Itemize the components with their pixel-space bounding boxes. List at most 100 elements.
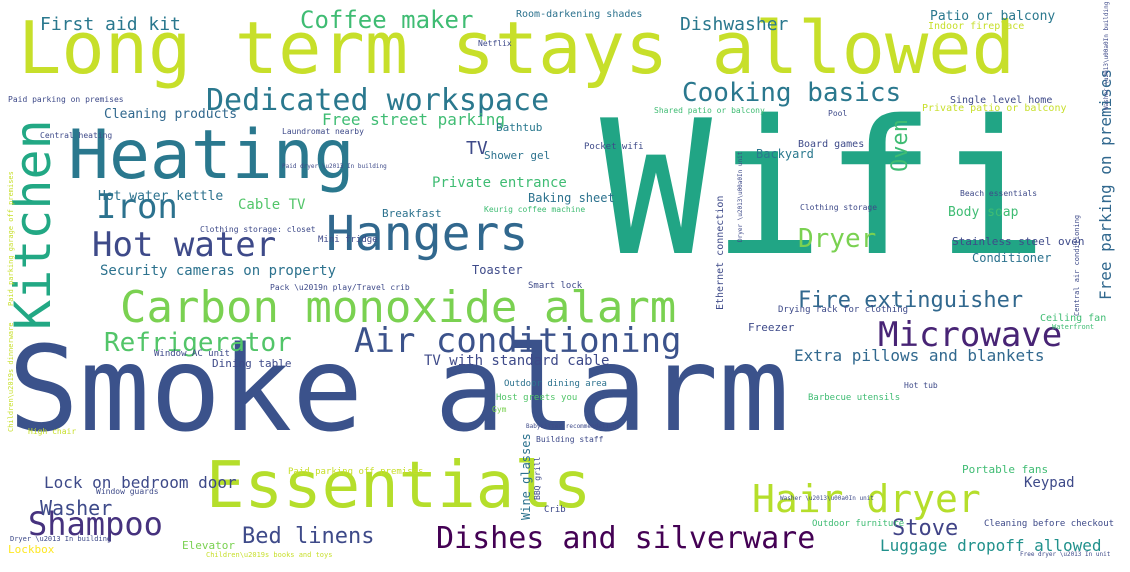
word-toaster: Toaster: [472, 263, 523, 277]
word-dedicated-workspace: Dedicated workspace: [206, 83, 550, 118]
word-lockbox: Lockbox: [8, 543, 55, 556]
word-window-ac-unit: Window AC unit: [154, 349, 230, 359]
word-keurig-coffee-machine: Keurig coffee machine: [484, 205, 586, 214]
word-shower-gel: Shower gel: [484, 149, 551, 162]
word-childrens-books-and-toys: Children\u2019s books and toys: [206, 551, 333, 559]
word-iron: Iron: [96, 187, 178, 227]
word-oven: Oven: [888, 119, 913, 172]
word-backyard: Backyard: [756, 147, 814, 161]
word-pack-n-play-travel-crib: Pack \u2019n play/Travel crib: [270, 283, 410, 292]
word-outdoor-dining-area: Outdoor dining area: [504, 379, 607, 389]
word-dryer: Dryer: [798, 224, 877, 254]
word-security-cameras-on-property: Security cameras on property: [100, 263, 337, 279]
word-dishes-and-silverware: Dishes and silverware: [436, 521, 816, 556]
word-netflix: Netflix: [478, 39, 512, 48]
word-portable-fans: Portable fans: [962, 463, 1049, 476]
word-laundromat-nearby: Laundromat nearby: [282, 127, 364, 136]
word-pocket-wifi: Pocket wifi: [584, 142, 644, 152]
word-essentials: Essentials: [206, 449, 592, 523]
word-washer: Washer: [40, 496, 113, 520]
word-tv-with-standard-cable: TV with standard cable: [424, 353, 610, 369]
word-free-street-parking: Free street parking: [322, 110, 506, 129]
word-clothing-storage-closet: Clothing storage: closet: [200, 225, 316, 234]
word-hot-water-kettle: Hot water kettle: [98, 189, 224, 204]
word-stainless-steel-oven: Stainless steel oven: [952, 235, 1085, 248]
word-bed-linens: Bed linens: [242, 524, 375, 549]
word-board-games: Board games: [798, 139, 865, 150]
word-host-greets-you: Host greets you: [496, 393, 578, 403]
word-dining-table: Dining table: [212, 357, 292, 370]
word-beach-essentials: Beach essentials: [960, 189, 1038, 198]
word-private-entrance: Private entrance: [432, 175, 567, 191]
word-air-conditioning: Air conditioning: [354, 321, 682, 361]
word-extra-pillows-and-blankets: Extra pillows and blankets: [794, 346, 1045, 365]
word-indoor-fireplace: Indoor fireplace: [928, 21, 1025, 32]
word-outdoor-furniture: Outdoor furniture: [812, 519, 905, 529]
word-hot-tub: Hot tub: [904, 381, 938, 390]
word-cooking-basics: Cooking basics: [682, 78, 902, 108]
word-carbon-monoxide-alarm: Carbon monoxide alarm: [120, 282, 677, 333]
word-hangers: Hangers: [326, 206, 529, 262]
word-dishwasher: Dishwasher: [680, 14, 789, 35]
word-wine-glasses: Wine glasses: [519, 433, 533, 520]
word-bbq-grill: BBQ grill: [533, 456, 542, 500]
word-microwave: Microwave: [878, 315, 1063, 355]
word-waterfront: Waterfront: [1052, 323, 1095, 331]
word-refrigerator: Refrigerator: [104, 328, 292, 358]
word-fire-extinguisher: Fire extinguisher: [798, 288, 1024, 313]
word-tv: TV: [466, 138, 488, 159]
word-barbecue-utensils: Barbecue utensils: [808, 393, 901, 403]
word-ethernet-connection: Ethernet connection: [715, 195, 726, 310]
word-babysitter-recommendations: Babysitter recommendations: [526, 423, 620, 430]
word-first-aid-kit: First aid kit: [40, 14, 181, 35]
word-paid-parking-off-premises: Paid parking off premises: [288, 467, 424, 477]
word-conditioner: Conditioner: [972, 251, 1052, 265]
word-central-heating: Central heating: [40, 131, 113, 140]
word-mini-fridge: Mini fridge: [318, 235, 378, 245]
word-body-soap: Body soap: [948, 205, 1019, 220]
word-shampoo: Shampoo: [28, 505, 163, 543]
word-heating: Heating: [68, 116, 355, 195]
word-childrens-dinnerware: Children\u2019s dinnerware: [7, 322, 15, 432]
word-high-chair: High chair: [28, 427, 77, 436]
word-hair-dryer: Hair dryer: [752, 477, 981, 521]
word-cleaning-products: Cleaning products: [104, 107, 238, 122]
word-building-staff: Building staff: [536, 435, 604, 444]
word-hot-water: Hot water: [92, 225, 277, 265]
word-smoke-alarm: Smoke alarm: [8, 320, 790, 458]
word-single-level-home: Single level home: [950, 95, 1053, 106]
word-keypad: Keypad: [1024, 475, 1075, 491]
word-cleaning-before-checkout: Cleaning before checkout: [984, 519, 1115, 529]
word-washer-in-unit: Washer \u2013\u00a0In unit: [780, 495, 874, 502]
word-breakfast: Breakfast: [382, 207, 442, 220]
word-coffee-maker: Coffee maker: [300, 6, 474, 34]
word-paid-parking-garage-off-premises: Paid parking garage off premises: [7, 171, 15, 306]
word-drying-rack-for-clothing: Drying rack for clothing: [778, 305, 909, 315]
word-clothing-storage: Clothing storage: [800, 203, 878, 212]
word-window-guards: Window guards: [96, 487, 159, 496]
word-baking-sheet: Baking sheet: [528, 191, 615, 205]
word-washer-in-building: Washer \u2013\u00a0In building: [1103, 2, 1110, 111]
word-patio-or-balcony: Patio or balcony: [930, 9, 1056, 24]
word-bathtub: Bathtub: [496, 121, 543, 134]
word-dryer-in-building: Dryer \u2013 In building: [10, 535, 112, 543]
word-paid-parking-on-premises: Paid parking on premises: [8, 95, 124, 104]
word-lock-on-bedroom-door: Lock on bedroom door: [44, 473, 237, 492]
word-freezer: Freezer: [748, 321, 795, 334]
word-free-dryer-in-unit: Free dryer \u2013 In unit: [1020, 551, 1111, 558]
word-gym: Gym: [492, 405, 507, 414]
word-pool: Pool: [828, 109, 848, 118]
word-central-air-conditioning: Central air conditioning: [1073, 214, 1081, 316]
word-stove: Stove: [892, 516, 959, 541]
word-crib: Crib: [544, 505, 566, 515]
word-luggage-dropoff-allowed: Luggage dropoff allowed: [880, 536, 1102, 555]
word-elevator: Elevator: [182, 539, 235, 552]
word-kitchen: Kitchen: [4, 119, 62, 330]
word-long-term-stays-allowed: Long term stays allowed: [18, 6, 1015, 90]
word-dryer-in-unit: Dryer \u2013\u00a0In unit: [737, 151, 744, 242]
word-shared-patio-or-balcony: Shared patio or balcony: [654, 106, 765, 115]
word-private-patio-or-balcony: Private patio or balcony: [922, 103, 1067, 114]
word-smart-lock: Smart lock: [528, 281, 583, 291]
word-room-darkening-shades: Room-darkening shades: [516, 9, 643, 20]
